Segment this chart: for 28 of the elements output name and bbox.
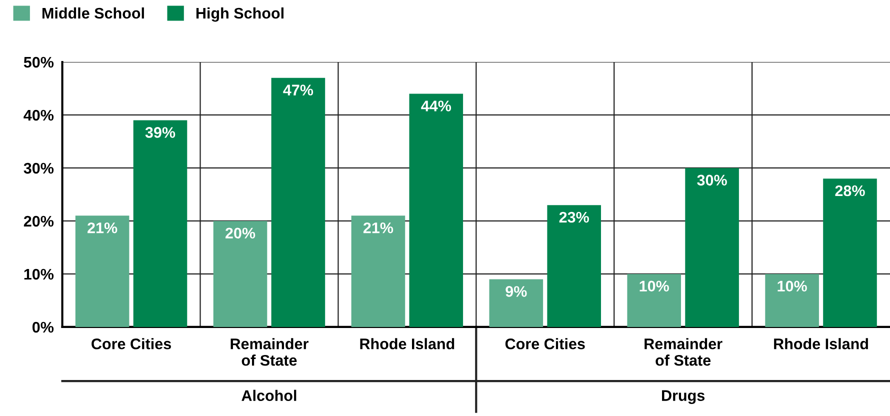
data-label: 30% [697, 174, 727, 186]
data-label: 9% [506, 286, 527, 297]
data-label: 10% [778, 280, 807, 292]
y-tick-label: 30% [24, 162, 54, 174]
y-tick-label: 0% [32, 322, 54, 333]
y-tick-label: 10% [24, 268, 54, 280]
legend-label: High School [196, 7, 284, 22]
x-tick-label: Remainder of State [644, 338, 722, 366]
data-label: 44% [421, 100, 452, 112]
data-label: 28% [835, 185, 865, 196]
data-label: 10% [640, 280, 669, 292]
data-label: 20% [225, 228, 256, 239]
y-tick-label: 20% [24, 216, 54, 227]
data-label: 47% [283, 84, 314, 96]
y-tick-label: 40% [24, 110, 54, 121]
data-label: 23% [559, 212, 589, 223]
data-label: 39% [145, 127, 176, 138]
legend-label: Middle School [42, 7, 144, 19]
x-tick-label: Remainder of State [230, 338, 308, 366]
data-label: 21% [88, 222, 118, 234]
x-tick-label: Core Cities [92, 338, 171, 350]
x-tick-label: Rhode Island [774, 338, 868, 350]
text: Alcohol [242, 390, 296, 402]
text: Drugs [662, 390, 705, 404]
y-tick-label: 50% [24, 56, 54, 68]
x-tick-label: Rhode Island [360, 338, 454, 350]
data-label: 21% [363, 222, 394, 234]
x-tick-label: Core Cities [505, 338, 585, 350]
